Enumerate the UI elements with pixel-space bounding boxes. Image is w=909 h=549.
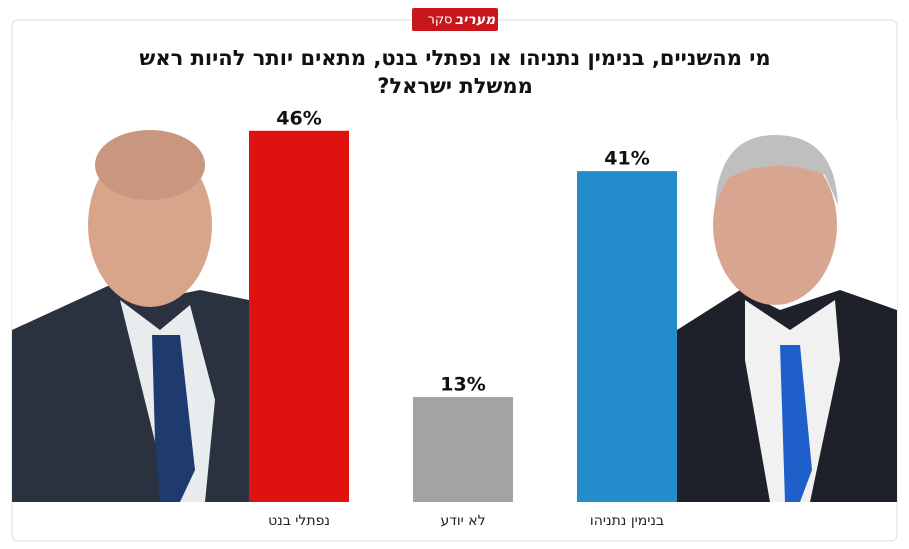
badge-brand: מעריב [455,12,496,28]
photo-left [12,120,249,502]
chart-subtitle: ממשלת ישראל? [377,74,533,98]
photo-right [677,120,897,502]
bar [577,171,677,502]
bar [413,397,513,502]
badge-label: סקר [428,13,453,28]
badge-bg [412,8,498,31]
category-label: לא יודע [440,513,485,529]
category-label: בנימין נתניהו [590,513,664,529]
value-label: 46% [276,107,321,129]
category-label: נפתלי בנט [268,513,330,529]
badge: סקר מעריב [412,8,498,31]
chart-title: מי מהשניים, בנימין נתניהו או נפתלי בנט, … [139,46,770,70]
value-label: 13% [440,374,485,396]
value-label: 41% [604,148,649,170]
bar [249,130,349,502]
